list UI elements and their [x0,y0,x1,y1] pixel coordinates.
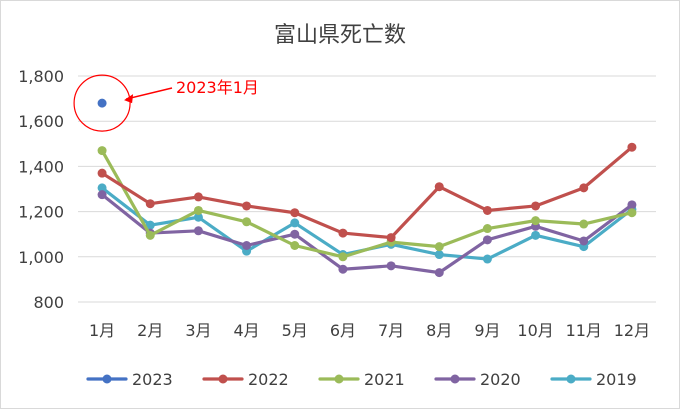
legend-item-2019: 2019 [550,370,637,389]
data-point [145,220,155,230]
x-tick-label: 8月 [426,321,452,340]
data-point [434,242,444,252]
series-line [100,148,634,259]
data-point [386,261,396,271]
annotation-group: 2023年1月 [73,74,259,132]
legend-item-2023: 2023 [86,370,173,389]
data-point [242,217,252,227]
data-point [97,190,107,200]
data-point [145,230,155,240]
legend-item-2022: 2022 [202,370,289,389]
x-tick-label: 2月 [137,321,163,340]
gridlines [78,75,656,303]
legend-label: 2022 [248,370,289,389]
data-point [627,200,637,210]
data-point [434,182,444,192]
series-2022 [97,142,637,243]
x-tick-label: 4月 [233,321,259,340]
data-point [290,241,300,250]
data-point [434,250,444,260]
data-point [193,192,203,202]
series-2021 [97,146,637,262]
series-group [97,98,637,278]
x-tick-label: 6月 [330,321,356,340]
legend-label: 2023 [132,370,173,389]
annotation-label: 2023年1月 [176,78,259,97]
data-point [193,226,203,236]
x-tick-label: 10月 [517,321,553,340]
data-point [338,228,348,238]
legend-label: 2021 [364,370,405,389]
y-axis-labels: 800 1,000 1,200 1,400 1,600 1,800 [18,67,64,312]
legend-marker [102,374,112,384]
legend-marker [566,374,576,384]
y-tick-label: 1,600 [18,112,64,131]
data-point [242,241,252,250]
chart-title: 富山県死亡数 [274,23,406,48]
x-tick-label: 3月 [185,321,211,340]
data-point [579,183,589,193]
annotation-arrowhead [124,94,134,104]
x-tick-label: 11月 [566,321,602,340]
data-point [482,235,492,245]
x-tick-label: 1月 [89,321,115,340]
x-tick-label: 5月 [282,321,308,340]
x-tick-label: 7月 [378,321,404,340]
data-point [579,219,589,229]
data-point [290,208,300,218]
data-point [338,252,348,262]
data-point [434,268,444,278]
legend-label: 2019 [596,370,637,389]
legend-label: 2020 [480,370,521,389]
y-tick-label: 800 [33,293,64,312]
legend-marker [450,374,460,384]
series-2023 [97,98,107,108]
data-point [193,205,203,215]
series-line [100,193,634,275]
y-tick-label: 1,400 [18,157,64,176]
data-point [386,233,396,243]
legend-item-2021: 2021 [318,370,405,389]
series-line [100,145,634,240]
legend-marker [334,374,344,384]
data-point [97,168,107,178]
legend: 2023 2022 2021 2020 2019 [86,370,637,389]
data-point [482,205,492,215]
legend-item-2020: 2020 [434,370,521,389]
data-point [290,229,300,239]
x-tick-label: 9月 [474,321,500,340]
y-tick-label: 1,200 [18,203,64,222]
series-2020 [97,190,637,278]
data-point [97,146,107,156]
x-axis-labels: 1月 2月 3月 4月 5月 6月 7月 8月 9月 10月 11月 12月 [89,321,650,340]
data-point [193,212,203,222]
data-point [627,142,637,152]
data-point [97,183,107,193]
data-point [531,216,541,226]
y-tick-label: 1,000 [18,248,64,267]
x-tick-label: 12月 [614,321,650,340]
annotation-circle [73,74,131,132]
data-point [531,230,541,240]
data-point [579,236,589,246]
data-point [482,224,492,234]
legend-marker [218,374,228,384]
data-point [145,199,155,209]
data-point [531,201,541,211]
data-point [97,98,107,108]
data-point [482,254,492,264]
data-point [290,218,300,228]
y-tick-label: 1,800 [18,67,64,86]
annotation-arrow-line [125,87,173,100]
data-point [627,208,637,218]
data-point [338,264,348,274]
data-point [242,201,252,211]
